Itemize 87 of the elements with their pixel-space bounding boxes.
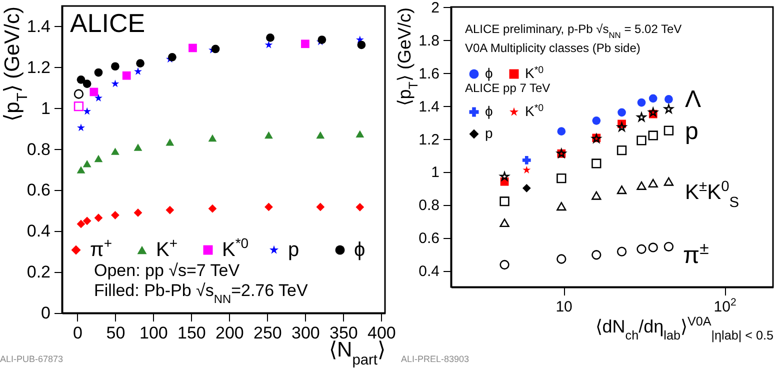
- point: [94, 94, 102, 102]
- x-tick-label: 100: [140, 324, 168, 342]
- point: [134, 208, 142, 217]
- legend-label: K$^{*0}$: [222, 235, 249, 261]
- y-tick-label: 0.2: [26, 262, 50, 282]
- y-tick-label: 0.8: [418, 197, 440, 214]
- y-tick-label: 0.8: [26, 140, 50, 159]
- annotation: ALICE: [70, 8, 146, 38]
- point: [357, 40, 366, 50]
- x-tick-label: 300: [292, 324, 320, 342]
- point: [94, 214, 103, 222]
- annotation: Filled: Pb-Pb √s$_{NN}$=2.76 TeV: [94, 281, 308, 306]
- x-tick-label: 10: [556, 298, 572, 316]
- legend-label: K$^{+}$: [156, 235, 178, 261]
- x-tick-label: 200: [216, 324, 244, 342]
- x-axis-title: ⟨N$_{part}$⟩: [329, 338, 386, 368]
- point: [266, 34, 274, 42]
- annotation: ALICE pp 7 TeV: [465, 81, 550, 95]
- point: [90, 88, 98, 96]
- point: [111, 80, 120, 88]
- point: [76, 220, 86, 228]
- point: [82, 80, 92, 88]
- legend-label: K$^{*0}$: [525, 102, 544, 119]
- x-tick-label: 50: [106, 324, 126, 342]
- y-tick-label: 1.4: [418, 98, 440, 116]
- annotation: Open: pp √s=7 TeV: [94, 261, 240, 280]
- point: [264, 202, 273, 212]
- point: [211, 44, 220, 54]
- y-tick-label: 1.4: [26, 16, 50, 36]
- point: [94, 154, 103, 162]
- y-tick-label: 0.4: [26, 222, 50, 241]
- point: [168, 52, 176, 62]
- point: [94, 68, 103, 77]
- annotation: ALICE preliminary, p-Pb √s$_{NN}$ = 5.02 TeV: [465, 22, 682, 40]
- legend-label: ϕ: [354, 239, 366, 261]
- point: [122, 71, 131, 80]
- point: [111, 148, 120, 155]
- legend-label: ϕ: [485, 65, 493, 81]
- point: [136, 59, 144, 68]
- point: [264, 131, 273, 139]
- annotation: V0A Multiplicity classes (Pb side): [465, 41, 640, 55]
- annotation: π$^{±}$: [683, 238, 709, 269]
- point: [316, 131, 325, 139]
- point: [264, 40, 273, 48]
- point: [82, 216, 92, 226]
- y-tick-label: 1: [41, 98, 50, 118]
- y-tick-label: 1.6: [418, 65, 440, 82]
- point: [208, 204, 217, 213]
- annotation: Λ: [685, 86, 702, 113]
- point: [166, 138, 174, 146]
- point: [77, 124, 85, 132]
- legend-label: K$^{*0}$: [525, 64, 544, 81]
- y-tick-label: 0.4: [418, 263, 440, 280]
- y-tick-label: 1.8: [418, 32, 440, 50]
- x-tick-label: 250: [254, 324, 282, 342]
- point: [83, 107, 92, 115]
- point: [74, 89, 84, 99]
- text: ALI-PUB-67873: [0, 354, 64, 364]
- legend-label: ϕ: [485, 103, 493, 119]
- y-tick-label: 2: [431, 0, 440, 16]
- y-tick-label: 0.6: [418, 230, 440, 248]
- legend-label: p: [288, 239, 300, 261]
- point: [301, 40, 310, 48]
- legend-label: π$^{+}$: [90, 235, 112, 261]
- point: [111, 62, 120, 71]
- point: [76, 166, 86, 174]
- legend-label: p: [485, 125, 493, 141]
- point: [74, 101, 84, 112]
- point: [166, 206, 174, 214]
- point: [134, 144, 142, 151]
- point: [316, 202, 325, 212]
- point: [76, 76, 86, 84]
- point: [134, 67, 142, 75]
- text: ALI-PREL-83903: [401, 354, 470, 364]
- point: [188, 44, 197, 52]
- point: [111, 210, 120, 220]
- y-tick-label: 1: [431, 164, 440, 182]
- x-tick-label: 0: [72, 324, 82, 342]
- x-tick-label: 10$^{2}$: [714, 296, 736, 316]
- y-tick-label: 1.2: [418, 131, 440, 148]
- point: [356, 203, 364, 212]
- x-tick-label: 150: [178, 324, 206, 342]
- y-tick-label: 0.6: [26, 180, 50, 200]
- point: [82, 160, 92, 168]
- annotation: p: [685, 118, 698, 145]
- point: [356, 130, 364, 138]
- point: [208, 134, 217, 142]
